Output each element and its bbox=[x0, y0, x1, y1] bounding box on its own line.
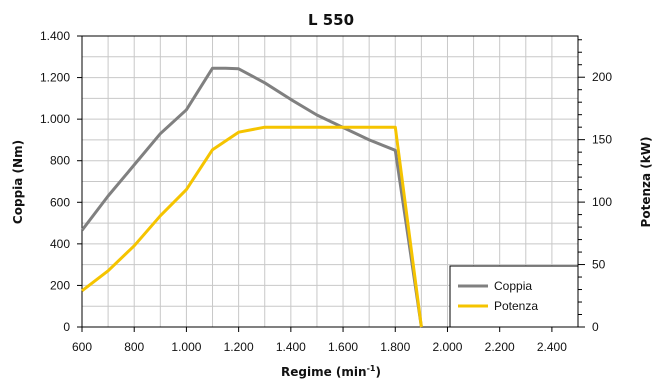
y-left-tick-label: 800 bbox=[50, 154, 70, 168]
plot-frame bbox=[81, 35, 579, 328]
x-tick-label: 1.800 bbox=[380, 340, 410, 354]
y-left-tick-label: 1.400 bbox=[40, 29, 70, 43]
x-tick-label: 600 bbox=[72, 340, 92, 354]
y-right-tick-label: 100 bbox=[592, 195, 612, 209]
x-tick-label: 1.000 bbox=[171, 340, 201, 354]
y-left-tick-label: 1.000 bbox=[40, 112, 70, 126]
x-tick-label: 2.000 bbox=[432, 340, 462, 354]
y-axis-left-label: Coppia (Nm) bbox=[11, 140, 25, 224]
y-right-tick-label: 0 bbox=[592, 320, 599, 334]
x-tick-label: 1.600 bbox=[328, 340, 358, 354]
y-right-tick-label: 150 bbox=[592, 133, 612, 147]
legend-box bbox=[449, 265, 579, 328]
series-lines bbox=[80, 66, 423, 328]
legend: Coppia Potenza bbox=[449, 265, 579, 328]
y-left-tick-label: 1.200 bbox=[40, 71, 70, 85]
x-tick-label: 800 bbox=[124, 340, 144, 354]
y-right-tick-label: 200 bbox=[592, 70, 612, 84]
y-left-tick-label: 600 bbox=[50, 195, 70, 209]
x-axis-label-close: ) bbox=[375, 365, 380, 379]
y-left-tick-label: 400 bbox=[50, 237, 70, 251]
legend-label-potenza: Potenza bbox=[494, 299, 538, 313]
x-axis-label-superscript: -1 bbox=[367, 364, 376, 373]
chart-title: L 550 bbox=[308, 11, 354, 29]
y-axis-right-label: Potenza (kW) bbox=[639, 137, 653, 228]
x-axis-label-main: Regime (min bbox=[281, 365, 367, 379]
x-tick-label: 1.200 bbox=[224, 340, 254, 354]
x-tick-label: 1.400 bbox=[276, 340, 306, 354]
y-left-tick-label: 0 bbox=[63, 320, 70, 334]
series-line-coppia bbox=[80, 66, 423, 328]
tick-labels: 600 800 1.000 1.200 1.400 1.600 1.800 2.000 2.20… bbox=[40, 29, 612, 354]
legend-label-coppia: Coppia bbox=[494, 279, 532, 293]
x-tick-label: 2.200 bbox=[485, 340, 515, 354]
x-tick-label: 2.400 bbox=[537, 340, 567, 354]
axes bbox=[77, 35, 585, 332]
y-left-tick-label: 200 bbox=[50, 278, 70, 292]
x-axis-label: Regime (min-1) bbox=[281, 364, 381, 379]
y-right-tick-label: 50 bbox=[592, 258, 606, 272]
series-line-potenza bbox=[81, 125, 423, 328]
